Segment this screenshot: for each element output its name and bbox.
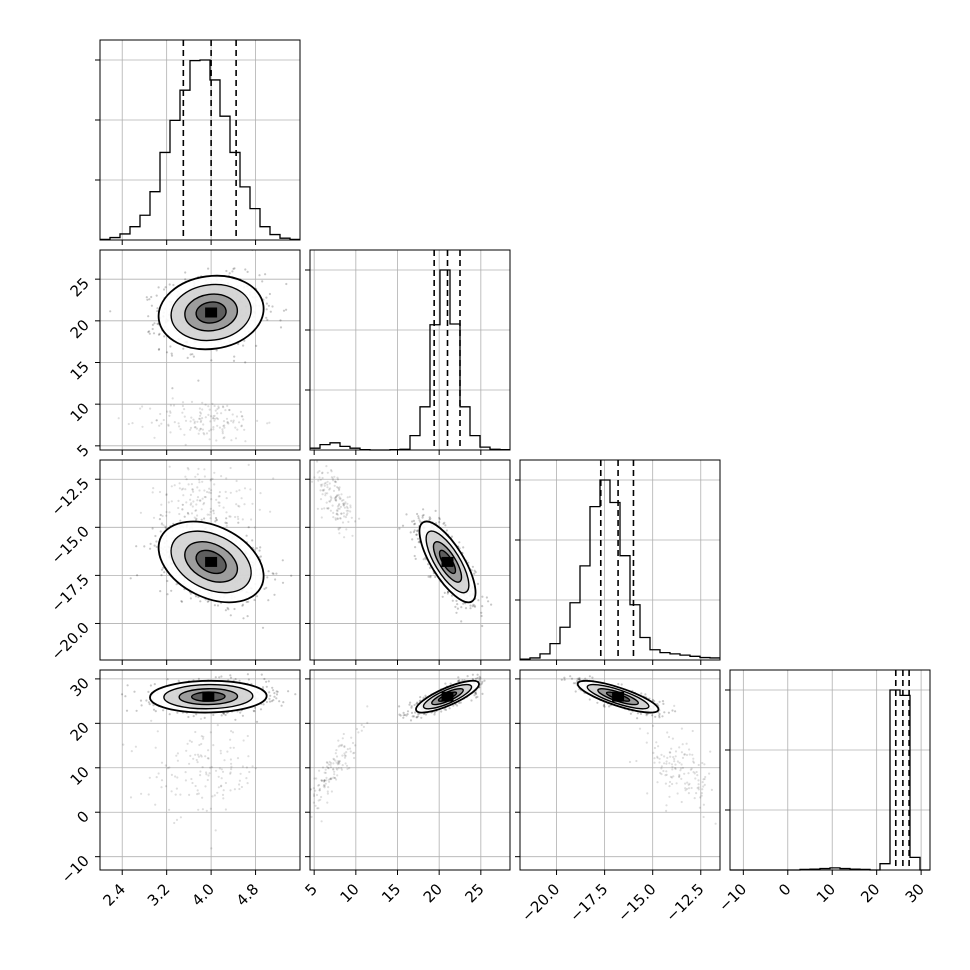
sample-points xyxy=(310,460,493,628)
density-peak xyxy=(205,307,218,318)
panel-frame xyxy=(519,459,721,661)
sample-points xyxy=(129,463,293,629)
density-peak xyxy=(441,556,454,567)
scatter-panel-2-3 xyxy=(515,669,721,875)
scatter-panel-0-3 xyxy=(95,669,301,875)
panel-frame xyxy=(99,39,301,241)
sample-points xyxy=(310,673,486,823)
panel-frame xyxy=(99,669,301,871)
panel-frame xyxy=(519,669,721,871)
scatter-panel-1-2 xyxy=(305,459,511,665)
sample-points xyxy=(120,673,297,850)
panel-frame xyxy=(309,669,511,871)
panel-frame xyxy=(729,669,931,871)
panel-frame xyxy=(309,459,511,661)
density-peak xyxy=(202,691,215,702)
histogram-panel-2 xyxy=(515,459,721,665)
panel-frame xyxy=(99,459,301,661)
density-peak xyxy=(612,691,625,702)
histogram-panel-3 xyxy=(725,669,931,875)
sample-points xyxy=(109,250,288,446)
panel-frame xyxy=(309,249,511,451)
density-peak xyxy=(205,556,218,567)
histogram-step-line xyxy=(310,269,510,451)
sample-points xyxy=(560,675,717,825)
histogram-step-line xyxy=(100,59,300,241)
density-peak xyxy=(441,691,454,702)
histogram-panel-1 xyxy=(305,249,511,455)
histogram-step-line xyxy=(520,479,720,660)
scatter-panel-0-1 xyxy=(95,249,301,455)
scatter-panel-0-2 xyxy=(95,459,301,665)
scatter-panel-1-3 xyxy=(305,669,511,875)
histogram-panel-0 xyxy=(95,39,301,245)
panel-frame xyxy=(99,249,301,451)
